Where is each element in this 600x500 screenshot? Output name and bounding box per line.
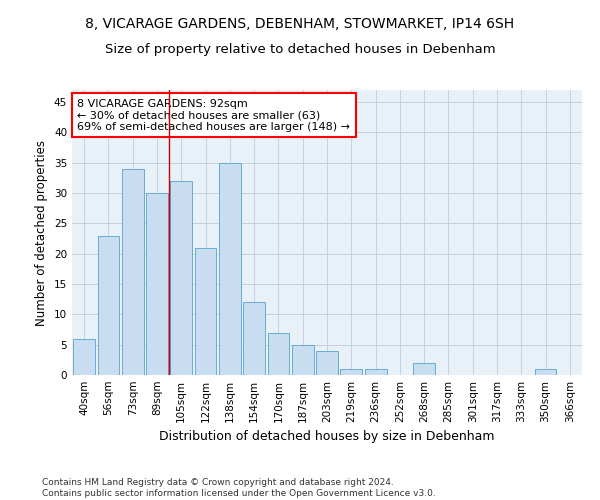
Bar: [292, 344, 314, 375]
Text: Size of property relative to detached houses in Debenham: Size of property relative to detached ho…: [104, 42, 496, 56]
Bar: [340, 369, 362, 375]
Bar: [73, 338, 95, 375]
Bar: [243, 302, 265, 375]
Text: 8 VICARAGE GARDENS: 92sqm
← 30% of detached houses are smaller (63)
69% of semi-: 8 VICARAGE GARDENS: 92sqm ← 30% of detac…: [77, 98, 350, 132]
Bar: [194, 248, 217, 375]
Bar: [268, 332, 289, 375]
Bar: [316, 350, 338, 375]
Bar: [365, 369, 386, 375]
Bar: [146, 193, 168, 375]
Bar: [413, 363, 435, 375]
Y-axis label: Number of detached properties: Number of detached properties: [35, 140, 49, 326]
Bar: [219, 163, 241, 375]
Bar: [170, 181, 192, 375]
Bar: [122, 169, 143, 375]
X-axis label: Distribution of detached houses by size in Debenham: Distribution of detached houses by size …: [159, 430, 495, 444]
Text: Contains HM Land Registry data © Crown copyright and database right 2024.
Contai: Contains HM Land Registry data © Crown c…: [42, 478, 436, 498]
Text: 8, VICARAGE GARDENS, DEBENHAM, STOWMARKET, IP14 6SH: 8, VICARAGE GARDENS, DEBENHAM, STOWMARKE…: [85, 18, 515, 32]
Bar: [97, 236, 119, 375]
Bar: [535, 369, 556, 375]
